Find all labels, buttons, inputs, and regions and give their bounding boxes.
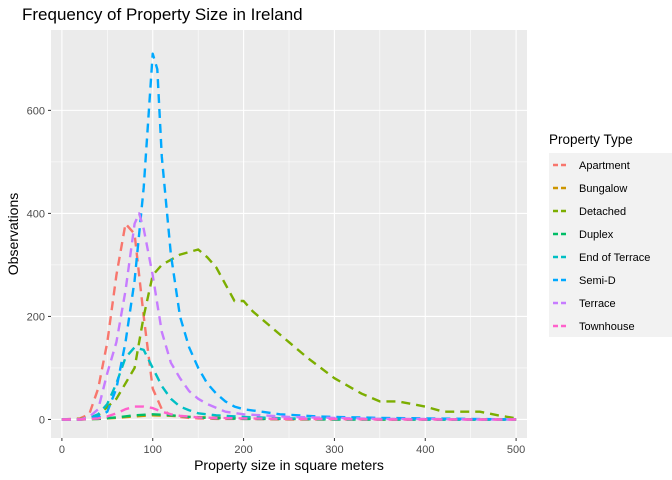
chart-title: Frequency of Property Size in Ireland <box>22 5 303 24</box>
legend-label-duplex: Duplex <box>579 229 614 241</box>
series-line-end-of-terrace <box>61 346 517 421</box>
axes: 0 100 200 300 400 500 0 200 400 600 <box>27 105 526 456</box>
legend-label-apartment: Apartment <box>579 160 630 172</box>
series-layer <box>61 52 517 421</box>
legend-label-bungalow: Bungalow <box>579 183 627 195</box>
x-tick-label: 100 <box>144 444 162 456</box>
x-tick-label: 400 <box>416 444 434 456</box>
legend-background <box>549 153 672 337</box>
legend: Property Type Apartment Bungalow Detached D… <box>549 132 672 337</box>
legend-label-detached: Detached <box>579 206 626 218</box>
x-tick-label: 200 <box>234 444 252 456</box>
y-tick-label: 600 <box>27 105 45 117</box>
x-tick-label: 0 <box>59 444 65 456</box>
legend-title: Property Type <box>549 132 633 147</box>
legend-label-townhouse: Townhouse <box>579 321 635 333</box>
series-line-detached <box>61 248 517 421</box>
legend-items: Apartment Bungalow Detached Duplex End of Te… <box>553 160 650 333</box>
series-line-semi-d <box>61 52 517 421</box>
y-tick-label: 200 <box>27 311 45 323</box>
y-tick-label: 0 <box>39 414 45 426</box>
legend-label-end-of-terrace: End of Terrace <box>579 252 650 264</box>
y-axis-title: Observations <box>5 193 21 275</box>
x-tick-label: 500 <box>507 444 525 456</box>
y-tick-label: 400 <box>27 208 45 220</box>
x-axis-title: Property size in square meters <box>194 457 384 473</box>
legend-label-semi-d: Semi-D <box>579 275 616 287</box>
series-line-townhouse <box>61 405 517 421</box>
x-tick-label: 300 <box>325 444 343 456</box>
legend-label-terrace: Terrace <box>579 298 616 310</box>
